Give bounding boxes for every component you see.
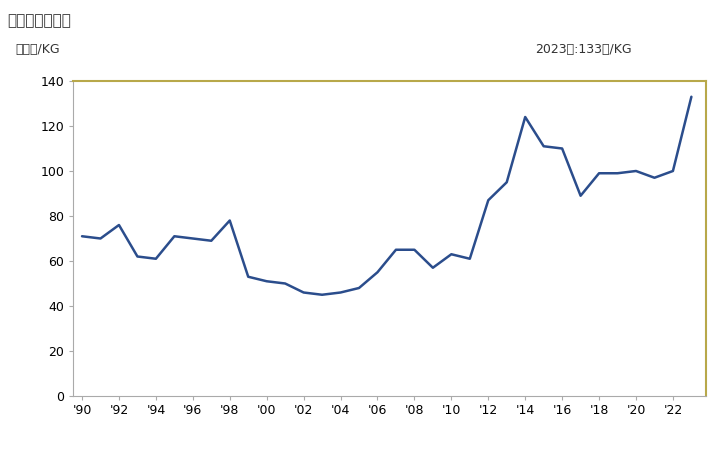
Text: 単位円/KG: 単位円/KG [16, 43, 60, 56]
Text: 2023年:133円/KG: 2023年:133円/KG [535, 43, 632, 56]
Text: 輸入価格の推移: 輸入価格の推移 [7, 14, 71, 28]
